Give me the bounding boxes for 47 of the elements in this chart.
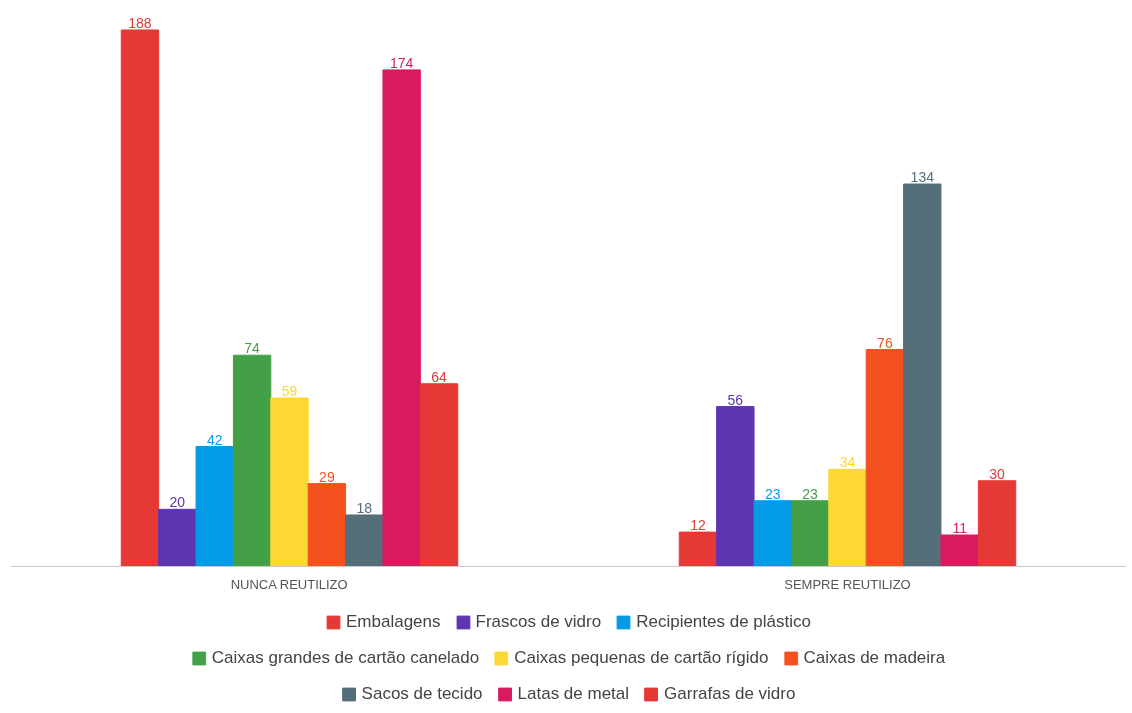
legend-label: Latas de metal <box>517 684 630 704</box>
legend-label: Garrafas de vidro <box>664 684 796 704</box>
bar <box>977 480 1017 567</box>
legend-label: Embalagens <box>345 612 441 632</box>
data-label: 76 <box>877 334 893 351</box>
data-label: 59 <box>281 383 298 400</box>
data-label: 64 <box>431 368 448 385</box>
legend-label: Sacos de tecido <box>361 684 483 704</box>
data-label: 23 <box>764 485 781 502</box>
bar <box>903 183 942 567</box>
data-label: 174 <box>389 54 414 71</box>
bar <box>382 69 421 567</box>
bar <box>753 500 792 567</box>
x-tick-label: NUNCA REUTILIZO <box>230 577 348 593</box>
bar <box>345 514 384 567</box>
data-label: 134 <box>910 169 935 186</box>
bar <box>419 383 459 567</box>
bar <box>716 406 755 567</box>
legend-label: Caixas pequenas de cartão rígido <box>514 648 769 668</box>
legend-label: Caixas grandes de cartão canelado <box>211 648 480 668</box>
legend-label: Caixas de madeira <box>803 648 946 668</box>
bar <box>232 354 272 567</box>
data-label: 74 <box>244 340 261 357</box>
legend-label: Recipientes de plástico <box>636 612 812 632</box>
bar <box>865 349 905 567</box>
data-label: 12 <box>690 517 706 534</box>
data-label: 29 <box>319 468 335 485</box>
bar <box>828 468 867 567</box>
data-label: 42 <box>206 431 223 448</box>
bar <box>195 446 234 567</box>
bar <box>307 483 347 567</box>
x-tick-label: SEMPRE REUTILIZO <box>784 577 911 593</box>
bar <box>790 500 830 567</box>
data-label: 11 <box>952 519 968 536</box>
bar <box>270 397 309 567</box>
data-label: 30 <box>989 465 1006 482</box>
data-label: 18 <box>356 500 373 516</box>
legend-label: Frascos de vidro <box>475 612 602 632</box>
data-label: 20 <box>169 494 186 511</box>
data-label: 188 <box>128 14 152 31</box>
data-label: 34 <box>839 454 856 471</box>
bar <box>158 508 197 567</box>
data-label: 23 <box>802 485 819 502</box>
bar <box>678 531 718 567</box>
bar <box>940 534 979 567</box>
bar <box>120 29 160 567</box>
data-label: 56 <box>727 391 744 408</box>
